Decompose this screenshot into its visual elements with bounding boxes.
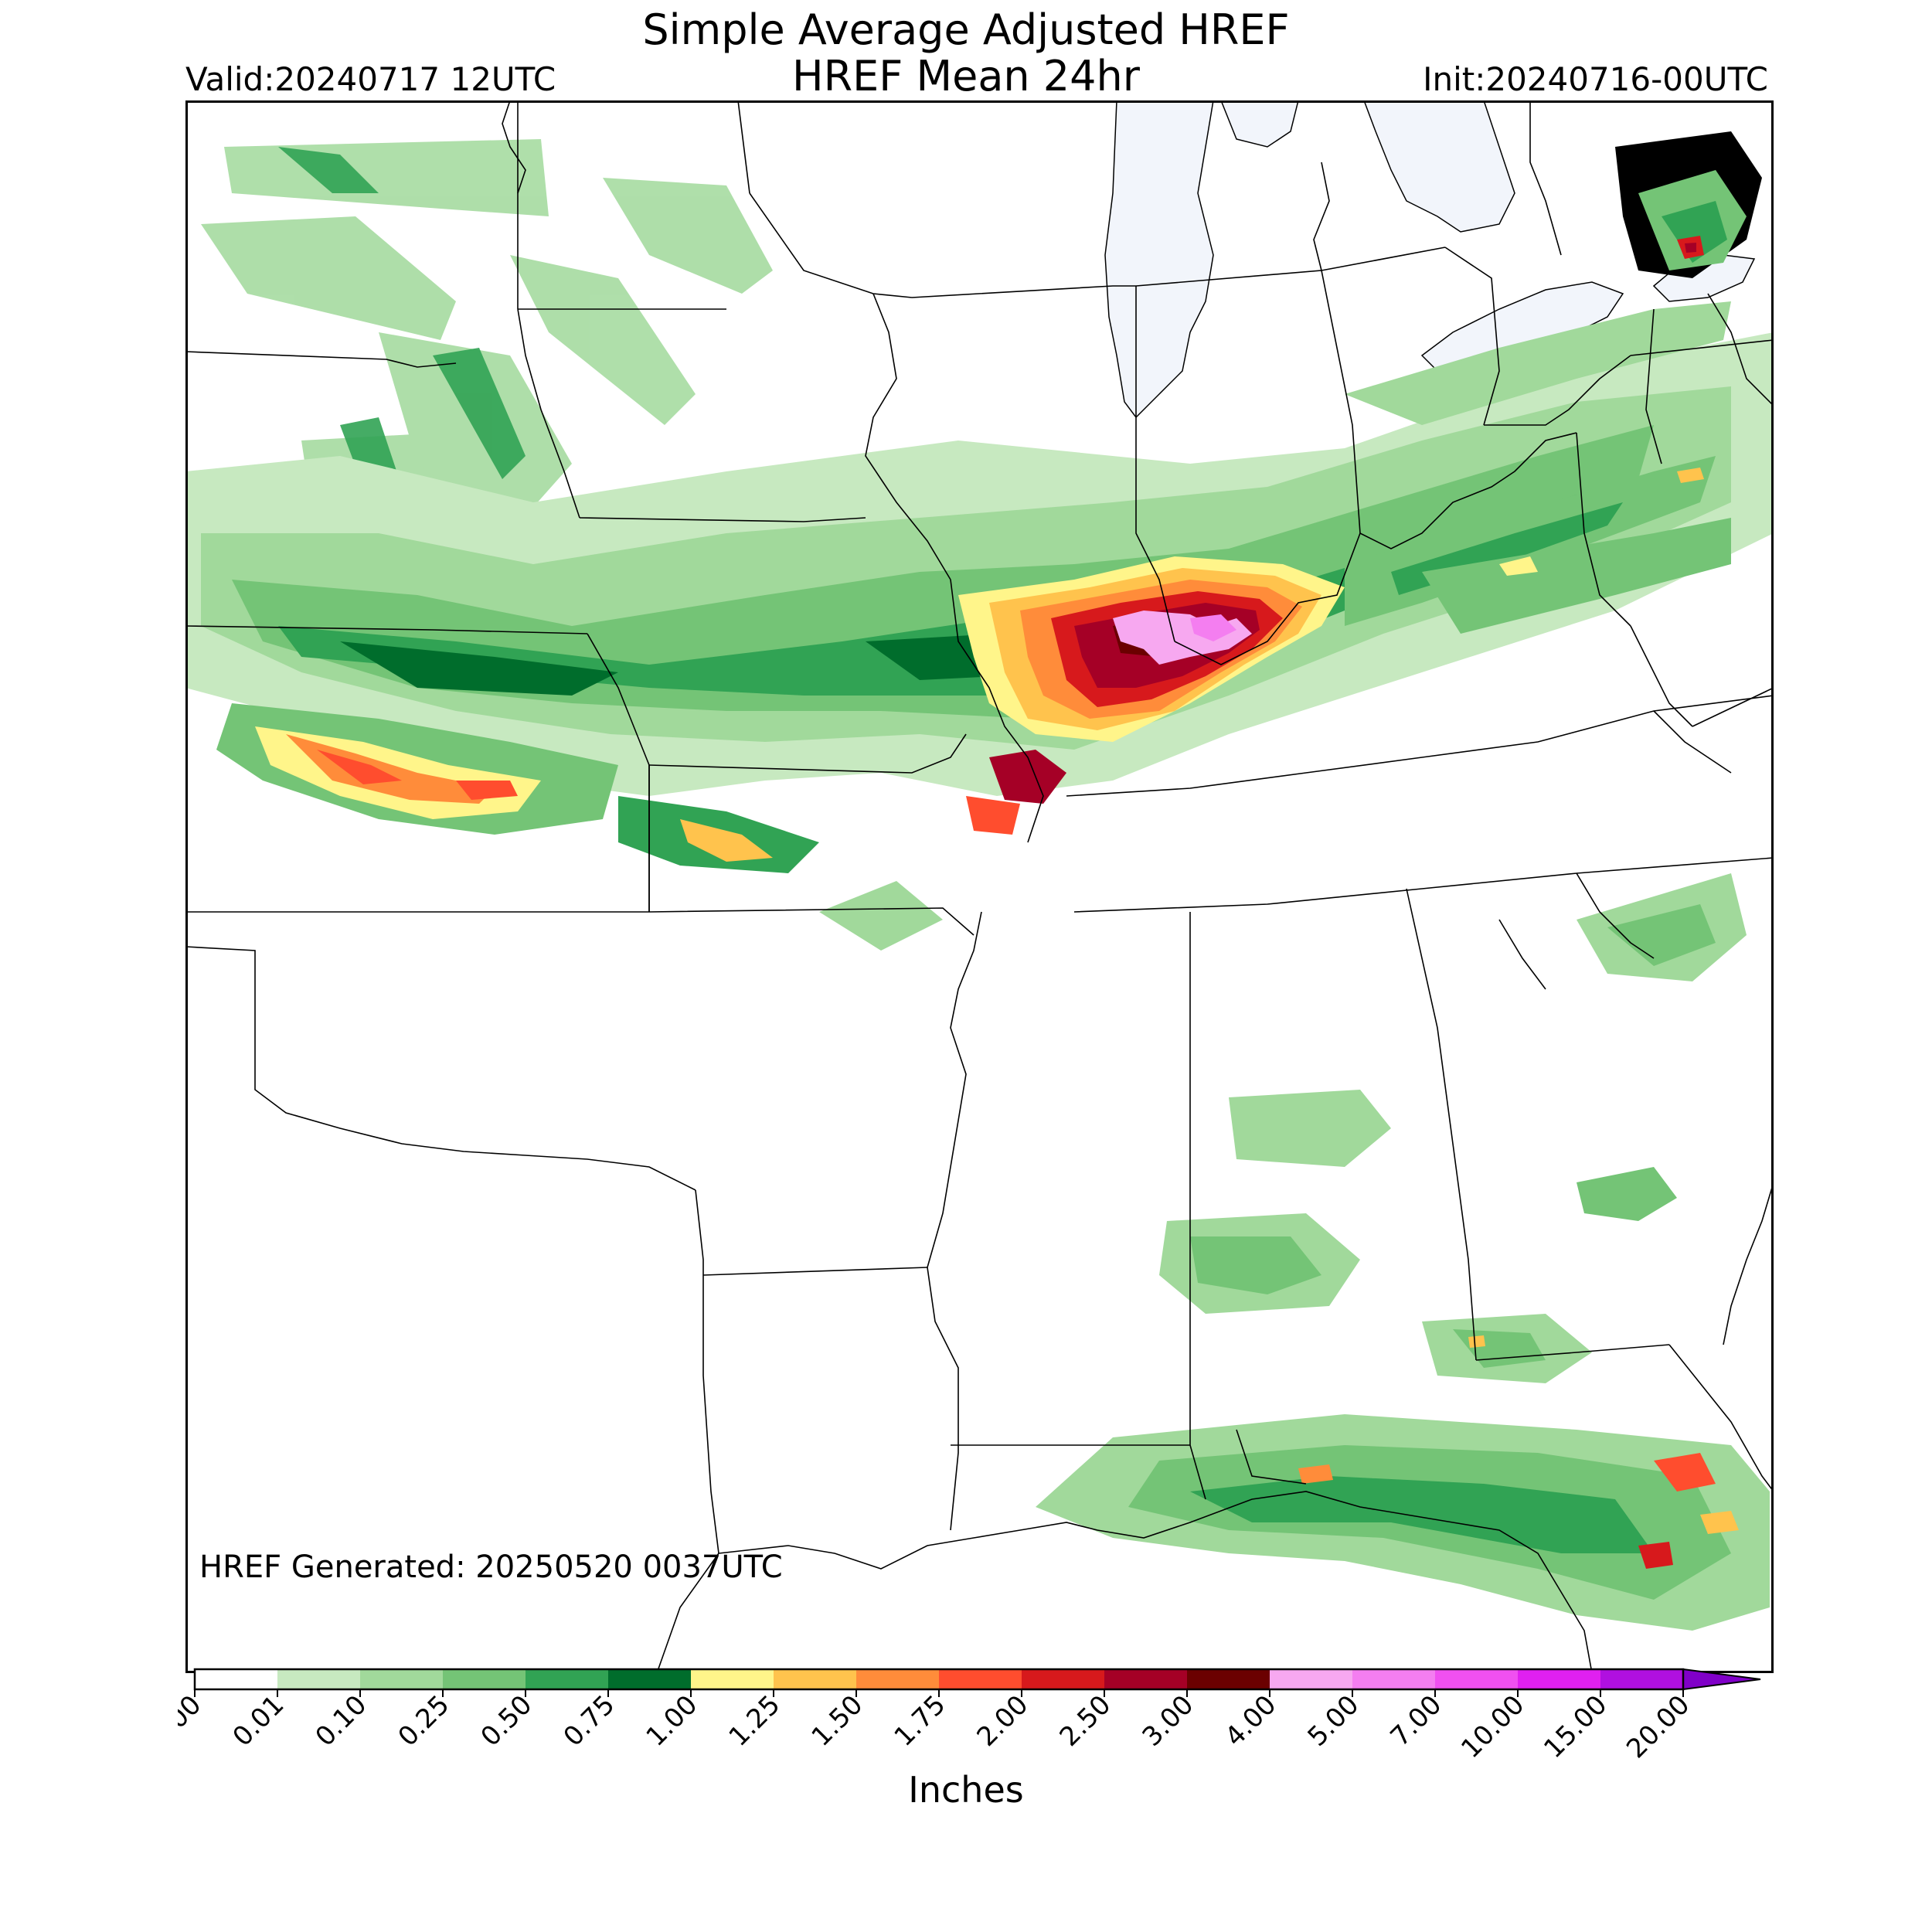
colorbar-tick-label: 1.25 <box>723 1689 787 1753</box>
colorbar-swatch <box>1600 1669 1683 1689</box>
colorbar-swatch <box>1187 1669 1270 1689</box>
northeast-cells <box>1615 131 1762 278</box>
main-band-light <box>185 332 1774 796</box>
lake-superior-part <box>1220 100 1299 148</box>
title-line-1: Simple Average Adjusted HREF <box>642 5 1290 54</box>
colorbar-label: Inches <box>908 1769 1024 1811</box>
colorbar-swatch <box>1518 1669 1600 1689</box>
precipitation-map <box>185 100 1774 1673</box>
colorbar-tick-label: 2.00 <box>971 1689 1035 1753</box>
colorbar-swatch <box>1022 1669 1104 1689</box>
colorbar-tick-label: 1.00 <box>641 1689 704 1753</box>
colorbar-swatch <box>608 1669 691 1689</box>
colorbar-tick-label: 0.75 <box>558 1689 621 1753</box>
colorbar-tick-label: 10.00 <box>1455 1689 1530 1764</box>
precipitation-shading <box>185 131 1774 1631</box>
colorbar-swatch <box>774 1669 856 1689</box>
lake-huron <box>1363 100 1515 233</box>
colorbar-swatch <box>277 1669 360 1689</box>
colorbar-swatch <box>1352 1669 1435 1689</box>
heavy-core <box>958 556 1345 835</box>
colorbar-swatch <box>856 1669 939 1689</box>
colorbar-swatches <box>193 1668 1761 1691</box>
colorbar-tick-label: 1.75 <box>889 1689 952 1753</box>
oklahoma-core <box>216 703 819 873</box>
southeast-cells <box>819 873 1770 1631</box>
colorbar-tick-label: 15.00 <box>1538 1689 1613 1764</box>
ohio-valley-streaks <box>1345 301 1731 634</box>
state-borders <box>185 100 1774 1673</box>
init-time-label: Init:20240716-00UTC <box>1423 60 1768 98</box>
colorbar-tick-label: 20.00 <box>1621 1689 1696 1764</box>
colorbar-tick-label: 0.50 <box>475 1689 539 1753</box>
colorbar-swatch <box>443 1669 526 1689</box>
colorbar-tick-label: 0.00 <box>178 1689 207 1753</box>
colorbar-tick-label: 4.00 <box>1219 1689 1283 1753</box>
colorbar-tick-label: 5.00 <box>1302 1689 1366 1753</box>
colorbar: 0.00 0.01 0.10 0.25 0.50 0.75 1.00 1.25 1.50 1.75… <box>178 1668 1761 1764</box>
colorbar-swatch <box>1435 1669 1518 1689</box>
colorbar-tick-label: 1.50 <box>806 1689 869 1753</box>
colorbar-extend-arrow <box>1682 1668 1761 1691</box>
colorbar-ticks: 0.00 0.01 0.10 0.25 0.50 0.75 1.00 1.25 1.50 1.75… <box>178 1689 1696 1764</box>
title-line-2: HREF Mean 24hr <box>792 52 1140 100</box>
colorbar-swatch <box>691 1669 774 1689</box>
colorbar-tick-label: 2.50 <box>1054 1689 1117 1753</box>
colorbar-swatch <box>195 1669 277 1689</box>
colorbar-swatch <box>939 1669 1022 1689</box>
great-lakes <box>1104 100 1756 419</box>
colorbar-tick-label: 3.00 <box>1137 1689 1200 1753</box>
colorbar-swatch <box>526 1669 608 1689</box>
colorbar-swatch <box>360 1669 443 1689</box>
colorbar-swatch <box>1270 1669 1352 1689</box>
generated-timestamp: HREF Generated: 20250520 0037UTC <box>199 1549 783 1585</box>
colorbar-tick-label: 7.00 <box>1385 1689 1448 1753</box>
colorbar-swatch <box>1104 1669 1187 1689</box>
colorbar-tick-label: 0.01 <box>227 1689 291 1753</box>
colorbar-tick-label: 0.10 <box>310 1689 373 1753</box>
valid-time-label: Valid:20240717 12UTC <box>185 60 556 98</box>
colorbar-tick-label: 0.25 <box>393 1689 456 1753</box>
